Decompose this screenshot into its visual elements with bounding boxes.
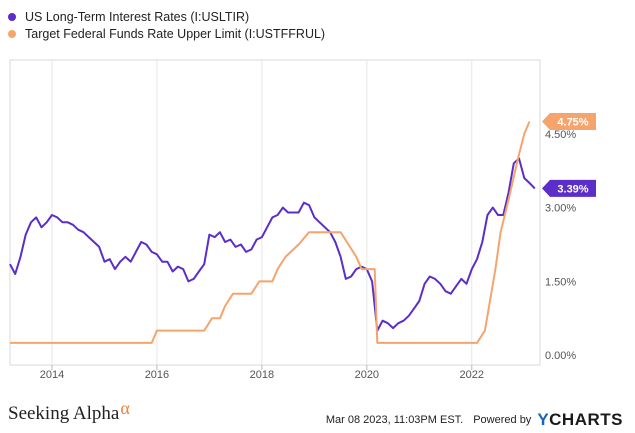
- end-value-badge: [542, 179, 596, 197]
- legend-dot-icon: [8, 29, 16, 38]
- seeking-alpha-logo: Seeking Alphaα: [8, 398, 130, 425]
- x-tick-label: 2014: [40, 369, 64, 381]
- end-value-badge: [542, 112, 596, 130]
- legend-item-long-term-rates[interactable]: US Long-Term Interest Rates (I:USLTIR): [8, 8, 325, 25]
- series-line-0: [9, 157, 536, 332]
- alpha-mark: α: [120, 398, 130, 418]
- legend-label: US Long-Term Interest Rates (I:USLTIR): [25, 9, 250, 24]
- end-value-label: 4.75%: [557, 116, 588, 128]
- y-tick-label: 1.50%: [545, 276, 576, 288]
- ycharts-logo[interactable]: YCHARTS: [537, 410, 623, 429]
- end-value-label: 3.39%: [557, 183, 588, 195]
- legend-item-fed-funds-rate[interactable]: Target Federal Funds Rate Upper Limit (I…: [8, 25, 325, 42]
- plot-area-border: [9, 59, 541, 366]
- x-tick-label: 2020: [355, 369, 379, 381]
- x-tick-label: 2016: [145, 369, 169, 381]
- x-tick-label: 2018: [250, 369, 274, 381]
- y-tick-label: 0.00%: [545, 350, 576, 362]
- series-line-1: [10, 121, 531, 344]
- powered-by: Powered by: [473, 414, 532, 426]
- chart-footer: Mar 08 2023, 11:03PM EST. Powered by YCH…: [326, 410, 623, 430]
- x-tick-label: 2022: [460, 369, 484, 381]
- legend: US Long-Term Interest Rates (I:USLTIR) T…: [8, 8, 325, 42]
- y-tick-label: 4.50%: [545, 129, 576, 141]
- y-tick-label: 3.00%: [545, 203, 576, 215]
- timestamp: Mar 08 2023, 11:03PM EST.: [325, 414, 464, 426]
- legend-dot-icon: [8, 12, 16, 21]
- legend-label: Target Federal Funds Rate Upper Limit (I…: [25, 26, 326, 41]
- brand-name: Seeking Alpha: [8, 403, 120, 424]
